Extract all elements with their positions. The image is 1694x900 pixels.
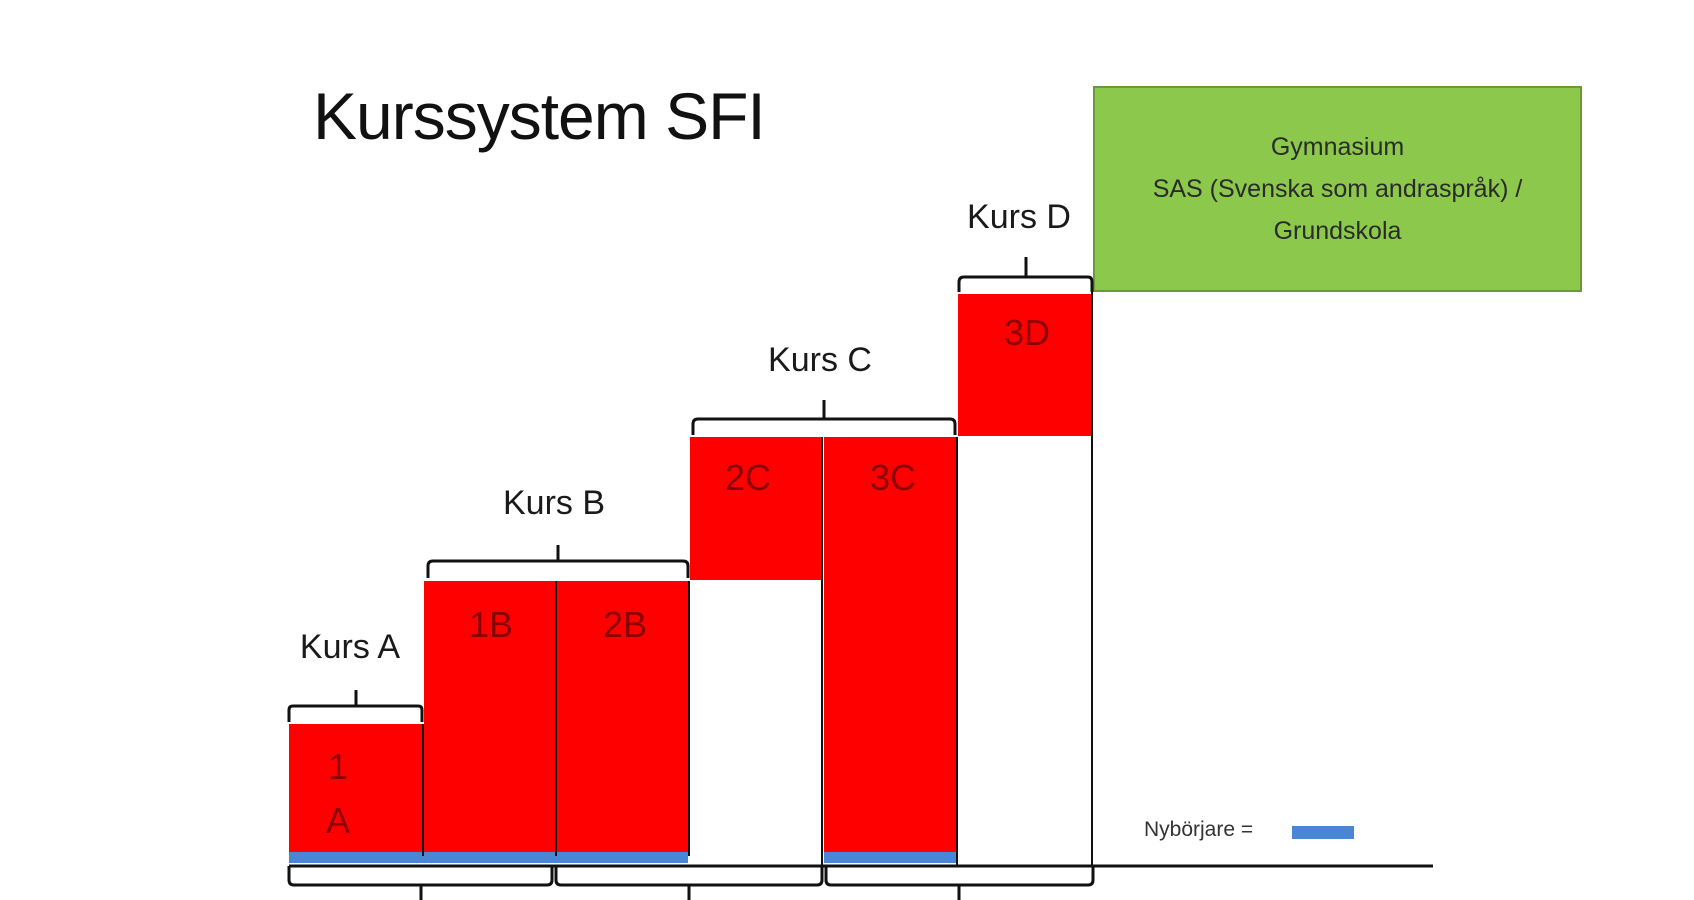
block-3c: [824, 437, 956, 856]
block-1a-label-line1: 1: [327, 746, 349, 787]
column-2c-lower: [690, 580, 821, 866]
course-label-a: Kurs A: [299, 628, 401, 666]
block-3d: [958, 294, 1092, 436]
block-1b: [424, 581, 557, 856]
bracket-kurs-d: [957, 275, 1094, 292]
legend-label: Nybörjare =: [1144, 818, 1254, 841]
course-label-d: Kurs D: [967, 198, 1071, 236]
beginner-strip-a-b: [289, 852, 688, 863]
legend-swatch: [1292, 826, 1354, 839]
block-3c-label: 3C: [869, 457, 917, 498]
block-2c-label: 2C: [724, 457, 772, 498]
destination-line-1: Gymnasium: [1270, 133, 1405, 161]
block-3d-label: 3D: [1003, 312, 1051, 353]
destination-line-2: SAS (Svenska som andraspråk) /: [1152, 175, 1523, 203]
column-3d-lower: [958, 436, 1092, 866]
block-1a-label-line2: A: [325, 800, 351, 841]
destination-line-3: Grundskola: [1273, 217, 1402, 245]
block-1a: [289, 724, 422, 856]
course-label-b: Kurs B: [502, 484, 606, 522]
course-label-c: Kurs C: [768, 341, 872, 379]
block-2b: [557, 581, 688, 856]
destination-box: Gymnasium SAS (Svenska som andraspråk) /…: [1093, 86, 1582, 292]
page-title: Kurssystem SFI: [313, 79, 766, 153]
beginner-strip-3c: [824, 852, 956, 863]
block-2b-label: 2B: [602, 604, 648, 645]
bracket-kurs-b: [426, 559, 690, 578]
bracket-kurs-c: [691, 417, 957, 435]
block-2c: [690, 437, 821, 580]
block-1b-label: 1B: [468, 604, 514, 645]
bracket-kurs-a: [287, 704, 424, 722]
